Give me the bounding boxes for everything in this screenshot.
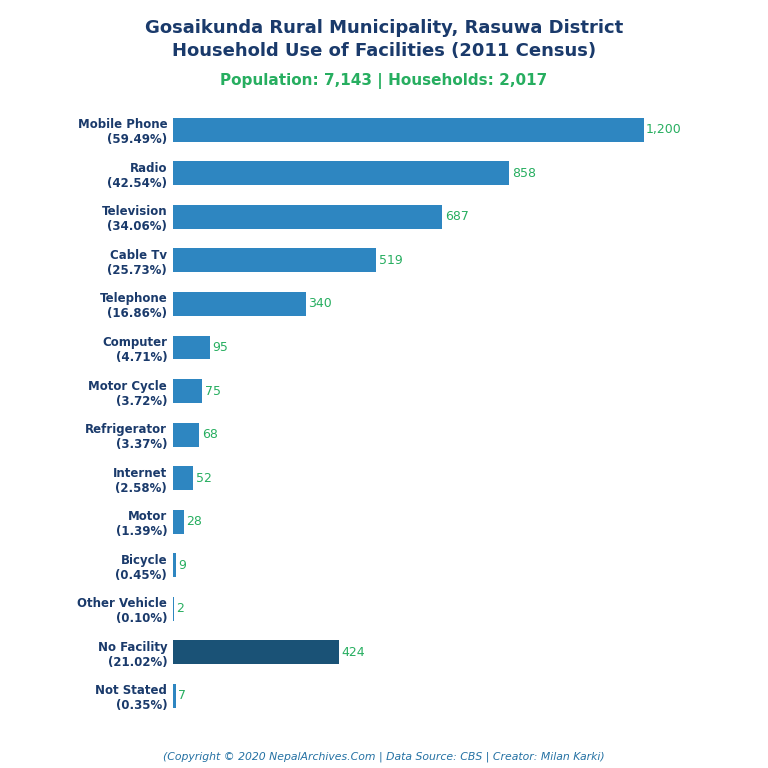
Bar [173, 597, 174, 621]
Text: 95: 95 [213, 341, 228, 354]
Bar [173, 205, 442, 229]
Text: 519: 519 [379, 254, 402, 267]
Text: 424: 424 [342, 646, 365, 659]
Bar [173, 379, 202, 403]
Text: Gosaikunda Rural Municipality, Rasuwa District: Gosaikunda Rural Municipality, Rasuwa Di… [145, 19, 623, 37]
Bar [173, 336, 210, 359]
Text: 858: 858 [511, 167, 536, 180]
Bar [173, 422, 200, 446]
Bar [173, 641, 339, 664]
Text: Household Use of Facilities (2011 Census): Household Use of Facilities (2011 Census… [172, 42, 596, 60]
Text: 340: 340 [309, 297, 333, 310]
Text: 68: 68 [202, 428, 217, 441]
Text: 52: 52 [196, 472, 211, 485]
Bar [173, 118, 644, 142]
Bar [173, 510, 184, 534]
Bar [173, 684, 176, 708]
Text: 2: 2 [176, 602, 184, 615]
Text: (Copyright © 2020 NepalArchives.Com | Data Source: CBS | Creator: Milan Karki): (Copyright © 2020 NepalArchives.Com | Da… [163, 751, 605, 762]
Text: 75: 75 [204, 385, 220, 398]
Bar [173, 466, 194, 490]
Text: 1,200: 1,200 [646, 124, 682, 136]
Text: 7: 7 [178, 690, 186, 702]
Text: 28: 28 [186, 515, 202, 528]
Text: 687: 687 [445, 210, 468, 223]
Bar [173, 553, 177, 578]
Bar [173, 161, 509, 185]
Text: 9: 9 [179, 558, 187, 571]
Text: Population: 7,143 | Households: 2,017: Population: 7,143 | Households: 2,017 [220, 73, 548, 89]
Bar [173, 248, 376, 273]
Bar [173, 292, 306, 316]
